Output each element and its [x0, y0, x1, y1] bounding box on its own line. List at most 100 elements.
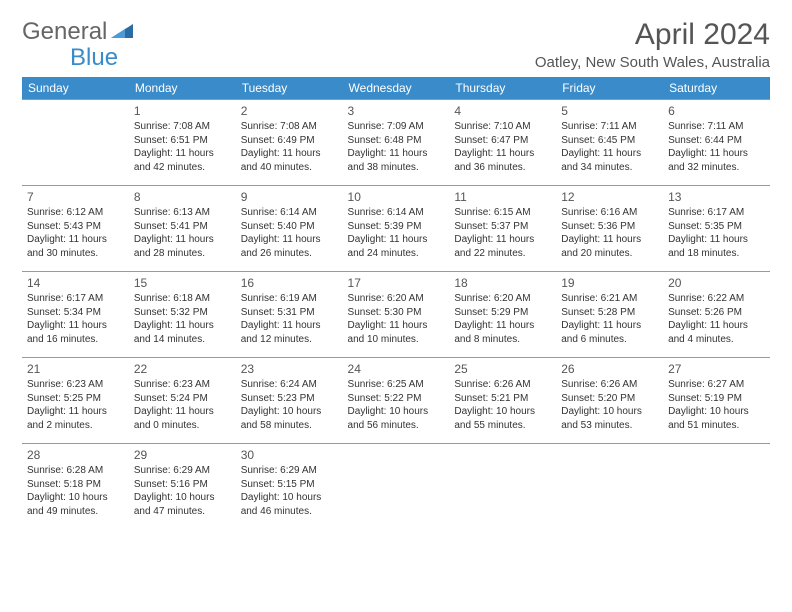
calendar-empty-cell — [449, 444, 556, 530]
calendar-day-cell: 1Sunrise: 7:08 AMSunset: 6:51 PMDaylight… — [129, 100, 236, 186]
day-number: 18 — [454, 275, 551, 291]
sunset-line: Sunset: 6:49 PM — [241, 134, 338, 148]
sunrise-line: Sunrise: 6:25 AM — [348, 378, 445, 392]
calendar-day-cell: 7Sunrise: 6:12 AMSunset: 5:43 PMDaylight… — [22, 186, 129, 272]
sunset-line: Sunset: 5:35 PM — [668, 220, 765, 234]
day-number: 10 — [348, 189, 445, 205]
calendar-empty-cell — [343, 444, 450, 530]
daylight-line-1: Daylight: 10 hours — [454, 405, 551, 419]
calendar-empty-cell — [556, 444, 663, 530]
calendar-day-cell: 13Sunrise: 6:17 AMSunset: 5:35 PMDayligh… — [663, 186, 770, 272]
day-number: 24 — [348, 361, 445, 377]
day-number: 23 — [241, 361, 338, 377]
sunrise-line: Sunrise: 6:29 AM — [241, 464, 338, 478]
calendar-day-cell: 28Sunrise: 6:28 AMSunset: 5:18 PMDayligh… — [22, 444, 129, 530]
calendar-day-cell: 27Sunrise: 6:27 AMSunset: 5:19 PMDayligh… — [663, 358, 770, 444]
sunrise-line: Sunrise: 6:14 AM — [241, 206, 338, 220]
daylight-line-2: and 16 minutes. — [27, 333, 124, 347]
sunset-line: Sunset: 5:41 PM — [134, 220, 231, 234]
daylight-line-1: Daylight: 11 hours — [241, 233, 338, 247]
day-number: 16 — [241, 275, 338, 291]
daylight-line-1: Daylight: 11 hours — [454, 319, 551, 333]
weekday-header: Sunday — [22, 77, 129, 100]
day-number: 7 — [27, 189, 124, 205]
daylight-line-1: Daylight: 11 hours — [27, 233, 124, 247]
daylight-line-2: and 18 minutes. — [668, 247, 765, 261]
daylight-line-2: and 51 minutes. — [668, 419, 765, 433]
sunset-line: Sunset: 5:36 PM — [561, 220, 658, 234]
daylight-line-2: and 55 minutes. — [454, 419, 551, 433]
day-number: 1 — [134, 103, 231, 119]
calendar-day-cell: 8Sunrise: 6:13 AMSunset: 5:41 PMDaylight… — [129, 186, 236, 272]
sunset-line: Sunset: 5:31 PM — [241, 306, 338, 320]
sunset-line: Sunset: 5:15 PM — [241, 478, 338, 492]
calendar-day-cell: 11Sunrise: 6:15 AMSunset: 5:37 PMDayligh… — [449, 186, 556, 272]
calendar-empty-cell — [663, 444, 770, 530]
sunset-line: Sunset: 5:23 PM — [241, 392, 338, 406]
sunset-line: Sunset: 5:24 PM — [134, 392, 231, 406]
daylight-line-1: Daylight: 10 hours — [134, 491, 231, 505]
daylight-line-2: and 6 minutes. — [561, 333, 658, 347]
sunrise-line: Sunrise: 6:23 AM — [27, 378, 124, 392]
day-number: 5 — [561, 103, 658, 119]
weekday-header: Wednesday — [343, 77, 450, 100]
daylight-line-2: and 28 minutes. — [134, 247, 231, 261]
sunset-line: Sunset: 5:19 PM — [668, 392, 765, 406]
logo-triangle-icon — [111, 24, 133, 40]
sunset-line: Sunset: 5:21 PM — [454, 392, 551, 406]
daylight-line-1: Daylight: 11 hours — [561, 233, 658, 247]
daylight-line-2: and 2 minutes. — [27, 419, 124, 433]
calendar-day-cell: 6Sunrise: 7:11 AMSunset: 6:44 PMDaylight… — [663, 100, 770, 186]
calendar-day-cell: 5Sunrise: 7:11 AMSunset: 6:45 PMDaylight… — [556, 100, 663, 186]
calendar-week-row: 7Sunrise: 6:12 AMSunset: 5:43 PMDaylight… — [22, 186, 770, 272]
sunset-line: Sunset: 5:32 PM — [134, 306, 231, 320]
sunset-line: Sunset: 5:20 PM — [561, 392, 658, 406]
calendar-header-row: SundayMondayTuesdayWednesdayThursdayFrid… — [22, 77, 770, 100]
daylight-line-2: and 34 minutes. — [561, 161, 658, 175]
sunset-line: Sunset: 5:40 PM — [241, 220, 338, 234]
daylight-line-1: Daylight: 10 hours — [668, 405, 765, 419]
sunset-line: Sunset: 5:22 PM — [348, 392, 445, 406]
daylight-line-1: Daylight: 11 hours — [668, 147, 765, 161]
calendar-week-row: 28Sunrise: 6:28 AMSunset: 5:18 PMDayligh… — [22, 444, 770, 530]
sunset-line: Sunset: 5:18 PM — [27, 478, 124, 492]
daylight-line-1: Daylight: 10 hours — [348, 405, 445, 419]
sunrise-line: Sunrise: 6:18 AM — [134, 292, 231, 306]
calendar-day-cell: 2Sunrise: 7:08 AMSunset: 6:49 PMDaylight… — [236, 100, 343, 186]
sunrise-line: Sunrise: 6:24 AM — [241, 378, 338, 392]
calendar-day-cell: 25Sunrise: 6:26 AMSunset: 5:21 PMDayligh… — [449, 358, 556, 444]
calendar-week-row: 21Sunrise: 6:23 AMSunset: 5:25 PMDayligh… — [22, 358, 770, 444]
daylight-line-1: Daylight: 10 hours — [27, 491, 124, 505]
day-number: 6 — [668, 103, 765, 119]
daylight-line-2: and 42 minutes. — [134, 161, 231, 175]
sunset-line: Sunset: 6:48 PM — [348, 134, 445, 148]
day-number: 27 — [668, 361, 765, 377]
day-number: 22 — [134, 361, 231, 377]
weekday-header: Friday — [556, 77, 663, 100]
daylight-line-1: Daylight: 11 hours — [27, 319, 124, 333]
daylight-line-2: and 22 minutes. — [454, 247, 551, 261]
daylight-line-1: Daylight: 11 hours — [668, 319, 765, 333]
calendar-day-cell: 4Sunrise: 7:10 AMSunset: 6:47 PMDaylight… — [449, 100, 556, 186]
sunset-line: Sunset: 5:37 PM — [454, 220, 551, 234]
sunset-line: Sunset: 5:34 PM — [27, 306, 124, 320]
sunrise-line: Sunrise: 6:28 AM — [27, 464, 124, 478]
daylight-line-1: Daylight: 11 hours — [241, 147, 338, 161]
calendar-table: SundayMondayTuesdayWednesdayThursdayFrid… — [22, 77, 770, 530]
daylight-line-1: Daylight: 11 hours — [134, 405, 231, 419]
sunrise-line: Sunrise: 6:26 AM — [454, 378, 551, 392]
sunset-line: Sunset: 5:43 PM — [27, 220, 124, 234]
sunrise-line: Sunrise: 6:20 AM — [348, 292, 445, 306]
logo-text-general: General — [22, 18, 107, 46]
sunrise-line: Sunrise: 7:10 AM — [454, 120, 551, 134]
day-number: 17 — [348, 275, 445, 291]
weekday-header: Monday — [129, 77, 236, 100]
calendar-week-row: 1Sunrise: 7:08 AMSunset: 6:51 PMDaylight… — [22, 100, 770, 186]
day-number: 30 — [241, 447, 338, 463]
daylight-line-2: and 20 minutes. — [561, 247, 658, 261]
day-number: 25 — [454, 361, 551, 377]
daylight-line-1: Daylight: 10 hours — [241, 405, 338, 419]
sunrise-line: Sunrise: 6:23 AM — [134, 378, 231, 392]
day-number: 13 — [668, 189, 765, 205]
daylight-line-2: and 4 minutes. — [668, 333, 765, 347]
